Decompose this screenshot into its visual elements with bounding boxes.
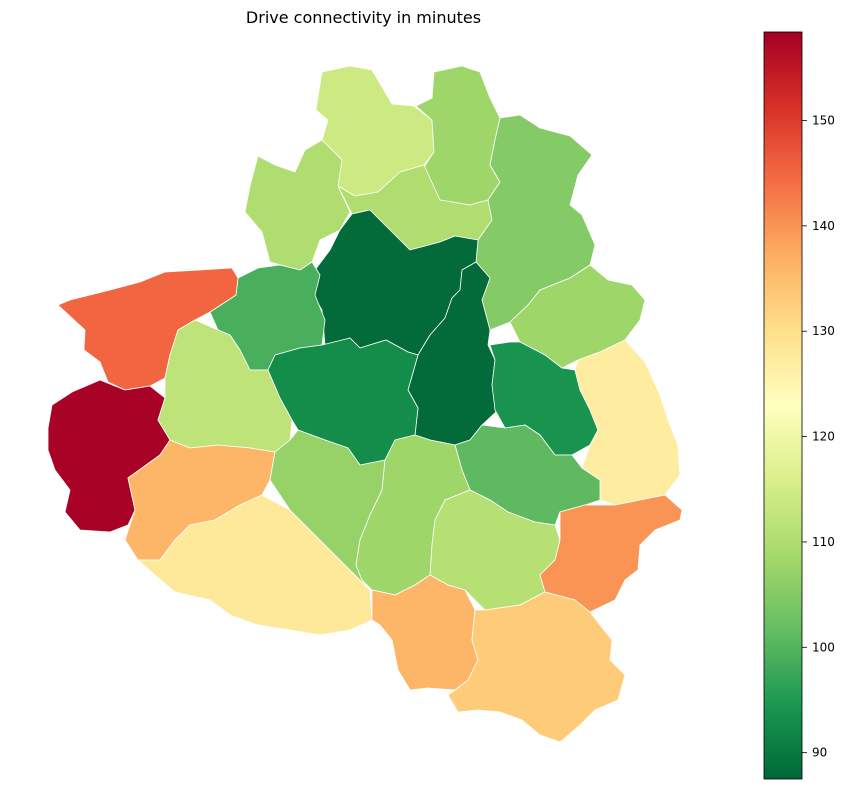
regions-layer bbox=[47, 65, 683, 743]
colorbar-tick-label-140: 140 bbox=[812, 219, 835, 233]
colorbar-tick-label-130: 130 bbox=[812, 324, 835, 338]
colorbar-tick-label-150: 150 bbox=[812, 114, 835, 128]
colorbar-tick-label-110: 110 bbox=[812, 535, 835, 549]
colorbar-ticks: 90 100 110 120 130 140 150 bbox=[802, 114, 835, 760]
region-south-east bbox=[539, 494, 683, 613]
region-south-south-east bbox=[447, 591, 626, 743]
colorbar-gradient bbox=[763, 31, 803, 780]
colorbar-tick-label-90: 90 bbox=[812, 746, 827, 760]
chart-title: Drive connectivity in minutes bbox=[245, 8, 482, 27]
colorbar-tick-label-100: 100 bbox=[812, 640, 835, 654]
colorbar-tick-label-120: 120 bbox=[812, 430, 835, 444]
